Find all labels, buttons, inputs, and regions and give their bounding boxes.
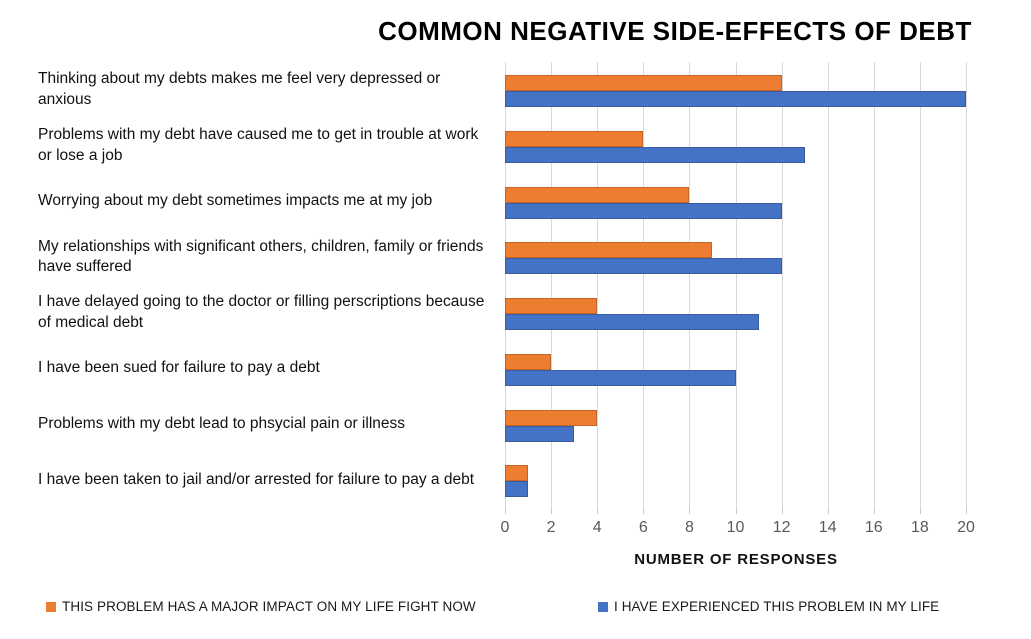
legend-swatch-blue [598, 601, 608, 612]
legend-item-major-impact: THIS PROBLEM HAS A MAJOR IMPACT ON MY LI… [46, 599, 476, 614]
category-label: Thinking about my debts makes me feel ve… [38, 70, 441, 108]
category-label: Problems with my debt have caused me to … [38, 126, 479, 164]
category-label: I have been sued for failure to pay a de… [38, 359, 320, 377]
axis-tick [505, 508, 506, 514]
bar-group [505, 118, 966, 174]
bar-experienced [505, 369, 736, 386]
bar-major-impact [505, 186, 690, 203]
bar-major-impact [505, 75, 782, 91]
axis-tick-label: 20 [957, 519, 975, 536]
axis-tick-label: 2 [546, 519, 556, 536]
bar-major-impact [505, 242, 713, 259]
category-row-3: Worrying about my debt sometimes impacts… [38, 174, 993, 230]
bar-experienced [505, 91, 966, 107]
gridline [735, 62, 737, 508]
axis-tick-label: 8 [684, 519, 694, 536]
axis-tick-label: 0 [500, 519, 510, 536]
bar-major-impact [505, 353, 552, 370]
axis-tick [643, 508, 645, 514]
gridline [597, 62, 599, 508]
bar-group [505, 397, 966, 453]
bar-major-impact [505, 409, 598, 426]
bar-experienced [505, 202, 782, 219]
category-row-4: My relationships with significant others… [38, 229, 993, 285]
bar-major-impact [505, 465, 529, 482]
bar-group [505, 62, 966, 118]
category-label: I have delayed going to the doctor or fi… [38, 293, 485, 331]
axis-tick [781, 508, 783, 514]
axis-tick [735, 508, 737, 514]
legend-label-experienced: I HAVE EXPERIENCED THIS PROBLEM IN MY LI… [614, 599, 940, 614]
category-label: My relationships with significant others… [38, 237, 484, 276]
bar-experienced [505, 481, 529, 498]
category-row-8: I have been taken to jail and/or arreste… [38, 452, 993, 508]
gridline [827, 62, 829, 508]
axis-tick [919, 508, 921, 514]
gridline [505, 62, 506, 508]
gridline [873, 62, 875, 508]
gridline [643, 62, 645, 508]
bar-group [505, 174, 966, 230]
category-row-5: I have delayed going to the doctor or fi… [38, 285, 993, 341]
axis-tick-label: 4 [592, 519, 602, 536]
legend-label-major-impact: THIS PROBLEM HAS A MAJOR IMPACT ON MY LI… [62, 599, 476, 614]
gridline [551, 62, 553, 508]
axis-tick-label: 10 [726, 519, 745, 536]
bar-group [505, 452, 966, 508]
category-row-6: I have been sued for failure to pay a de… [38, 341, 993, 397]
gridline [919, 62, 921, 508]
axis-tick [873, 508, 875, 514]
bar-group [505, 341, 966, 397]
category-row-7: Problems with my debt lead to phsycial p… [38, 397, 993, 453]
axis-tick [551, 508, 553, 514]
axis-tick [827, 508, 829, 514]
chart-title: COMMON NEGATIVE SIDE-EFFECTS OF DEBT [378, 16, 972, 46]
bar-major-impact [505, 130, 644, 147]
category-label: Worrying about my debt sometimes impacts… [38, 192, 433, 210]
bar-group [505, 285, 966, 341]
bar-experienced [505, 258, 782, 275]
axis-tick [966, 508, 967, 514]
category-row-1: Thinking about my debts makes me feel ve… [38, 62, 993, 118]
bar-experienced [505, 314, 759, 330]
bar-group [505, 229, 966, 285]
axis-tick [689, 508, 691, 514]
bar-experienced [505, 146, 805, 163]
bar-major-impact [505, 298, 598, 314]
axis-tick-label: 6 [638, 519, 648, 536]
category-label: Problems with my debt lead to phsycial p… [38, 415, 406, 433]
legend-swatch-orange [46, 601, 56, 612]
axis-tick-label: 14 [818, 519, 837, 536]
bar-experienced [505, 425, 575, 442]
gridline [781, 62, 783, 508]
x-axis-ticks [505, 508, 967, 514]
axis-tick-label: 12 [772, 519, 791, 536]
axis-tick [597, 508, 599, 514]
x-axis-title: NUMBER OF RESPONSES [634, 551, 838, 568]
legend-item-experienced: I HAVE EXPERIENCED THIS PROBLEM IN MY LI… [598, 599, 939, 614]
axis-tick-label: 16 [864, 519, 883, 536]
category-row-2: Problems with my debt have caused me to … [38, 118, 993, 174]
gridline [689, 62, 691, 508]
x-axis-tick-labels: 0 2 4 6 8 10 12 14 16 18 20 [501, 519, 975, 539]
plot-gridlines [505, 62, 967, 508]
category-label: I have been taken to jail and/or arreste… [38, 470, 474, 488]
gridline [966, 62, 967, 508]
plot-area: Thinking about my debts makes me feel ve… [38, 62, 993, 508]
axis-tick-label: 18 [910, 519, 929, 536]
